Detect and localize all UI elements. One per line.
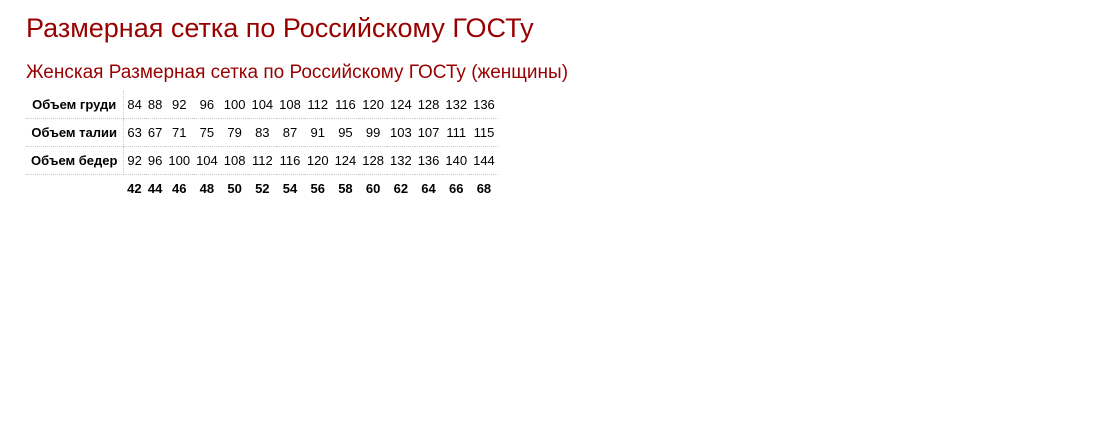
table-cell: 96 [193,91,221,119]
page-title: Размерная сетка по Российскому ГОСТу [26,13,534,43]
size-cell: 56 [310,181,325,196]
table-cell: 124 [331,146,360,175]
table-cell: 99 [359,118,387,147]
size-cell: 52 [255,181,270,196]
table-cell: 116 [331,91,360,119]
table-cell: 104 [248,91,277,119]
table-row: Объем груди 84 88 92 96 100 104 108 112 116 120 124… [26,91,498,119]
size-cell: 68 [476,181,492,196]
size-cell: 58 [338,181,353,196]
size-table: Объем груди 84 88 92 96 100 104 108 112 116 120 124… [26,91,498,202]
table-cell: 103 [386,118,415,147]
table-cell: 84 [123,91,145,119]
page: Размерная сетка по Российскому ГОСТу Жен… [0,0,1107,202]
table-cell: 67 [144,118,166,147]
size-cell: 46 [171,181,187,196]
table-cell: 92 [165,91,194,119]
table-cell: 108 [276,91,304,119]
table-cell: 116 [276,146,304,175]
table-cell: 124 [386,91,415,119]
table-cell: 107 [414,118,443,147]
table-cell: 128 [359,146,387,175]
table-cell: 79 [220,118,249,147]
table-cell: 120 [303,146,332,175]
size-cell: 60 [365,181,381,196]
size-cell: 64 [421,181,436,196]
table-cell: 140 [442,146,471,175]
empty-cell [26,175,124,203]
row-label: Объем груди [26,91,125,119]
table-cell: 111 [442,118,471,147]
table-cell: 128 [414,91,443,119]
row-label: Объем талии [26,118,125,147]
table-cell: 96 [144,146,166,175]
table-cell: 87 [276,118,304,147]
table-cell: 92 [123,146,145,175]
table-cell: 136 [470,91,498,119]
table-cell: 136 [414,146,443,175]
table-cell: 115 [470,118,498,147]
table-cell: 132 [442,91,471,119]
table-cell: 120 [359,91,387,119]
size-cell: 48 [199,181,215,196]
size-cell: 66 [449,181,464,196]
table-cell: 100 [220,91,249,119]
size-cell: 62 [393,181,409,196]
table-cell: 112 [248,146,277,175]
table-cell: 144 [470,146,498,175]
table-cell: 112 [303,91,332,119]
table-cell: 75 [193,118,221,147]
row-label: Объем бедер [26,146,125,175]
size-cell: 44 [147,181,163,196]
table-cell: 88 [144,91,166,119]
size-cell: 50 [227,181,242,196]
table-cell: 63 [123,118,145,147]
table-cell: 95 [331,118,360,147]
table-cell: 132 [386,146,415,175]
table-cell: 104 [193,146,221,175]
table-cell: 108 [220,146,249,175]
table-cell: 100 [165,146,194,175]
table-cell: 83 [248,118,277,147]
table-cell: 91 [303,118,332,147]
size-cell: 42 [127,181,142,196]
table-row: Объем талии 63 67 71 75 79 83 87 91 95 99 103 107 111… [26,118,498,147]
sizes-row: 42 44 46 48 50 52 54 56 58 60 62 64 66 68 [26,175,498,203]
size-cell: 54 [282,181,298,196]
section-title: Женская Размерная сетка по Российскому Г… [26,62,569,83]
table-row: Объем бедер 92 96 100 104 108 112 116 120 124 128 1… [26,146,498,175]
table-cell: 71 [165,118,194,147]
